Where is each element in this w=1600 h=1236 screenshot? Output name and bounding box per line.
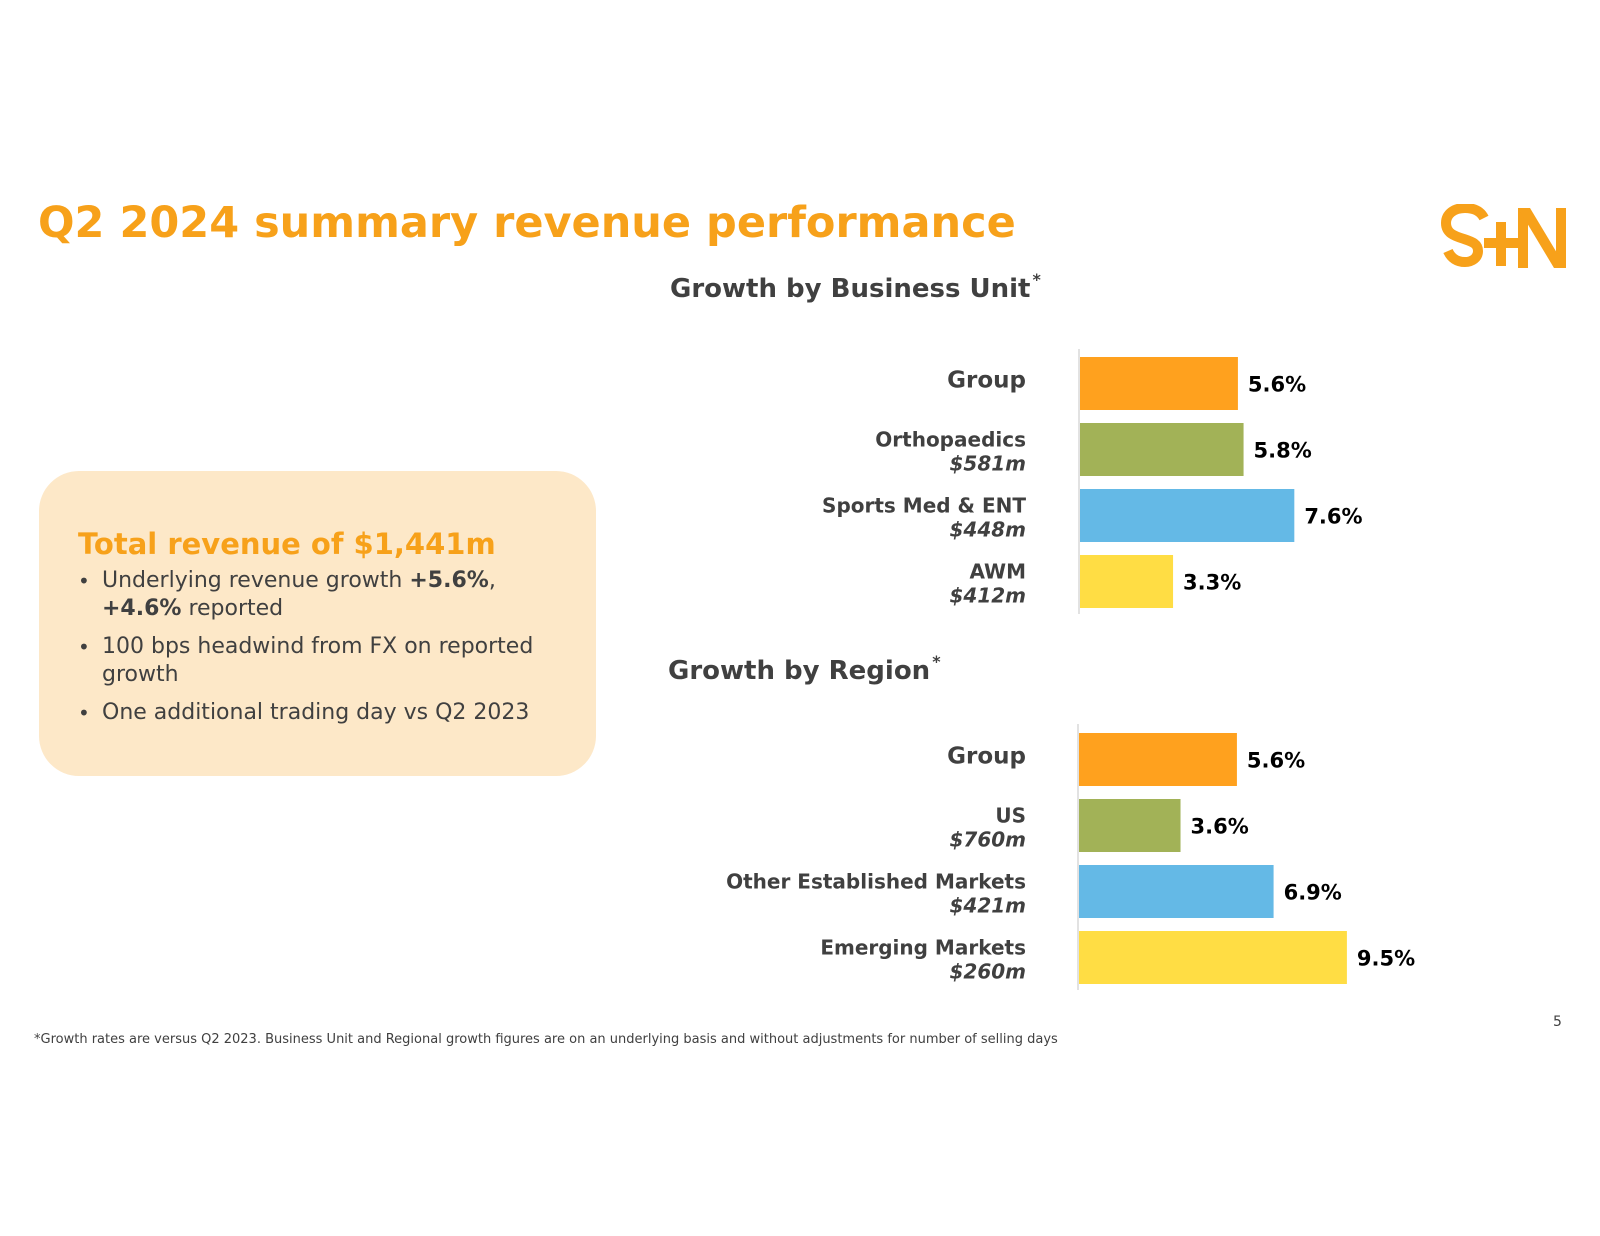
region-value-label-3: 9.5% <box>1357 947 1415 971</box>
bu-bar-0 <box>1080 357 1238 410</box>
summary-title: Total revenue of $1,441m <box>78 527 496 561</box>
region-sublabel-2: $421m <box>949 894 1026 918</box>
region-title: Growth by Region * <box>668 652 941 686</box>
bu-value-label-1: 5.8% <box>1254 439 1312 463</box>
footnote: *Growth rates are versus Q2 2023. Busine… <box>34 1032 1058 1047</box>
bu-category-label-3: AWM <box>969 560 1026 584</box>
business-unit-title: Growth by Business Unit * <box>670 270 1041 304</box>
bu-sublabel-2: $448m <box>949 518 1026 542</box>
region-value-label-2: 6.9% <box>1284 881 1342 905</box>
bu-value-label-3: 3.3% <box>1183 571 1241 595</box>
bu-bar-2 <box>1080 489 1295 542</box>
region-bar-1 <box>1079 799 1181 852</box>
summary-box: Total revenue of $1,441m Underlying reve… <box>39 471 596 776</box>
bu-bar-1 <box>1080 423 1244 476</box>
bu-value-label-0: 5.6% <box>1248 373 1306 397</box>
region-sublabel-1: $760m <box>949 828 1026 852</box>
bu-sublabel-1: $581m <box>949 452 1026 476</box>
bu-category-label-2: Sports Med & ENT <box>822 494 1026 518</box>
slide-title: Q2 2024 summary revenue performance <box>38 198 1016 248</box>
region-bar-0 <box>1079 733 1237 786</box>
bullet-fx-headwind: 100 bps headwind from FX on reported gro… <box>78 633 578 689</box>
reported-growth-value: +4.6% <box>102 596 182 621</box>
region-category-label-0: Group <box>947 744 1026 770</box>
underlying-growth-value: +5.6% <box>409 568 489 593</box>
region-category-label-2: Other Established Markets <box>726 870 1026 894</box>
smith-nephew-logo-icon <box>1440 204 1566 268</box>
bullet-underlying-growth: Underlying revenue growth +5.6%, +4.6% r… <box>78 567 578 623</box>
bu-sublabel-3: $412m <box>949 584 1026 608</box>
region-bar-2 <box>1079 865 1274 918</box>
region-category-label-3: Emerging Markets <box>820 936 1026 960</box>
region-value-label-1: 3.6% <box>1191 815 1249 839</box>
region-bar-3 <box>1079 931 1347 984</box>
region-category-label-1: US <box>995 804 1026 828</box>
bullet-trading-day: One additional trading day vs Q2 2023 <box>78 699 578 727</box>
bu-category-label-1: Orthopaedics <box>875 428 1026 452</box>
bu-value-label-2: 7.6% <box>1304 505 1362 529</box>
region-value-label-0: 5.6% <box>1247 749 1305 773</box>
page-number: 5 <box>1553 1014 1562 1030</box>
bu-bar-3 <box>1080 555 1174 608</box>
region-sublabel-3: $260m <box>949 960 1026 984</box>
bu-category-label-0: Group <box>947 368 1026 394</box>
summary-bullets: Underlying revenue growth +5.6%, +4.6% r… <box>78 567 578 737</box>
